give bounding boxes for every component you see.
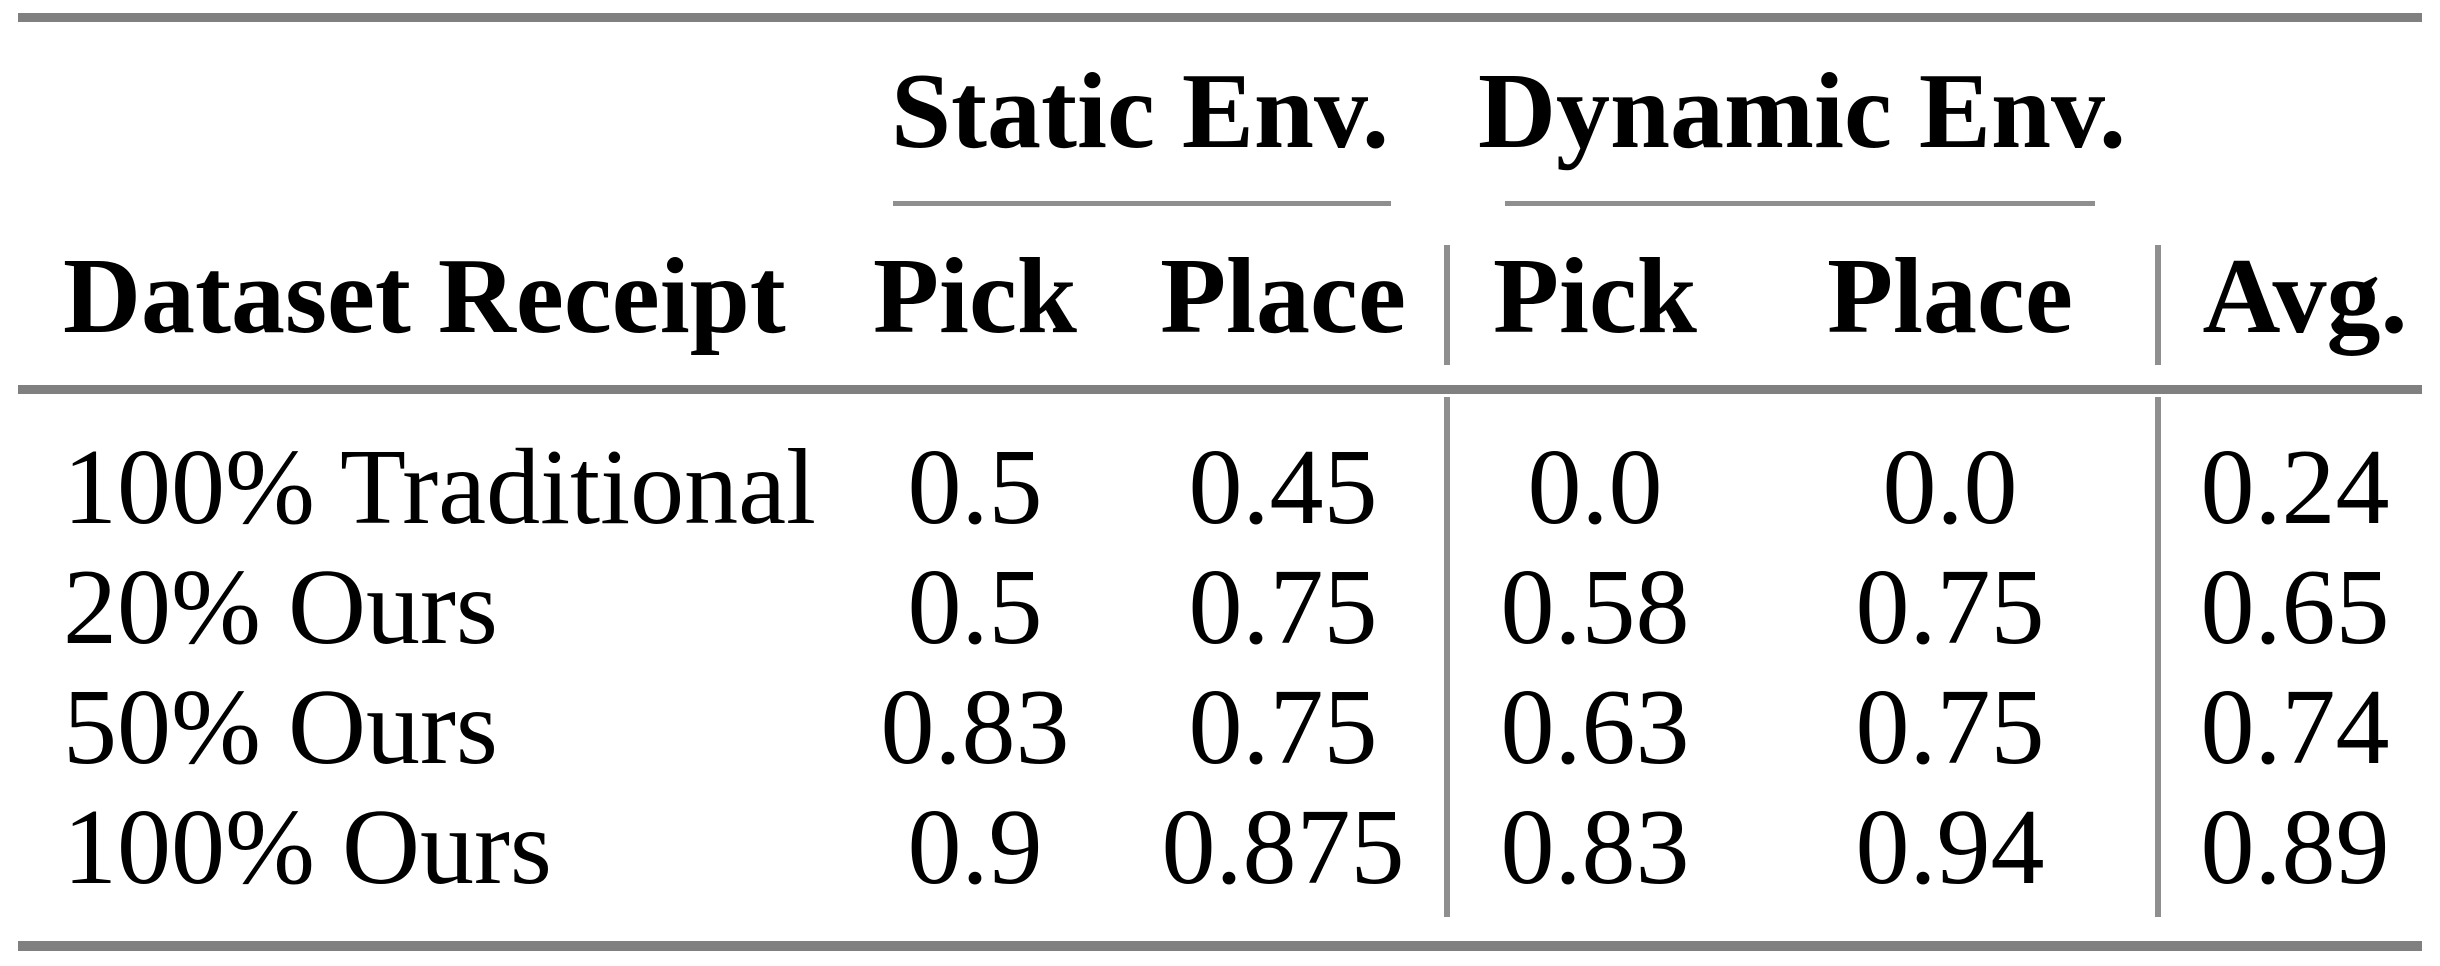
cell-static-place: 0.75 (1188, 668, 1378, 787)
cell-static-pick: 0.5 (907, 548, 1043, 667)
column-header-dynamic-pick: Pick (1493, 237, 1697, 356)
cell-dynamic-place: 0.75 (1855, 668, 2045, 787)
header-vertical-separator-1 (1444, 245, 1450, 365)
cell-static-pick: 0.9 (907, 788, 1043, 907)
cell-avg: 0.74 (2200, 668, 2390, 787)
cell-static-place: 0.875 (1161, 788, 1405, 907)
top-rule (18, 13, 2422, 22)
cell-static-pick: 0.83 (880, 668, 1070, 787)
cell-dynamic-place: 0.75 (1855, 548, 2045, 667)
body-vertical-separator-2 (2155, 397, 2161, 917)
column-header-static-pick: Pick (873, 237, 1077, 356)
row-label: 100% Ours (63, 788, 552, 907)
bottom-rule (18, 941, 2422, 951)
group-header-static-env: Static Env. (890, 52, 1390, 171)
cell-avg: 0.24 (2200, 428, 2390, 547)
header-vertical-separator-2 (2155, 245, 2161, 365)
cell-static-place: 0.45 (1188, 428, 1378, 547)
cell-static-place: 0.75 (1188, 548, 1378, 667)
mid-rule (18, 385, 2422, 394)
row-label: 50% Ours (63, 668, 498, 787)
column-header-dynamic-place: Place (1827, 237, 2073, 356)
column-header-avg: Avg. (2202, 237, 2408, 356)
cell-dynamic-place: 0.0 (1882, 428, 2018, 547)
cell-avg: 0.89 (2200, 788, 2390, 907)
group-header-dynamic-env: Dynamic Env. (1477, 52, 2127, 171)
row-label: 20% Ours (63, 548, 498, 667)
cmidrule-dynamic (1505, 201, 2095, 206)
cell-dynamic-pick: 0.0 (1527, 428, 1663, 547)
cell-static-pick: 0.5 (907, 428, 1043, 547)
column-header-static-place: Place (1160, 237, 1406, 356)
cmidrule-static (893, 201, 1391, 206)
cell-avg: 0.65 (2200, 548, 2390, 667)
body-vertical-separator-1 (1444, 397, 1450, 917)
cell-dynamic-pick: 0.63 (1500, 668, 1690, 787)
column-header-dataset-receipt: Dataset Receipt (63, 237, 786, 356)
cell-dynamic-pick: 0.58 (1500, 548, 1690, 667)
cell-dynamic-place: 0.94 (1855, 788, 2045, 907)
cell-dynamic-pick: 0.83 (1500, 788, 1690, 907)
row-label: 100% Traditional (63, 428, 817, 547)
